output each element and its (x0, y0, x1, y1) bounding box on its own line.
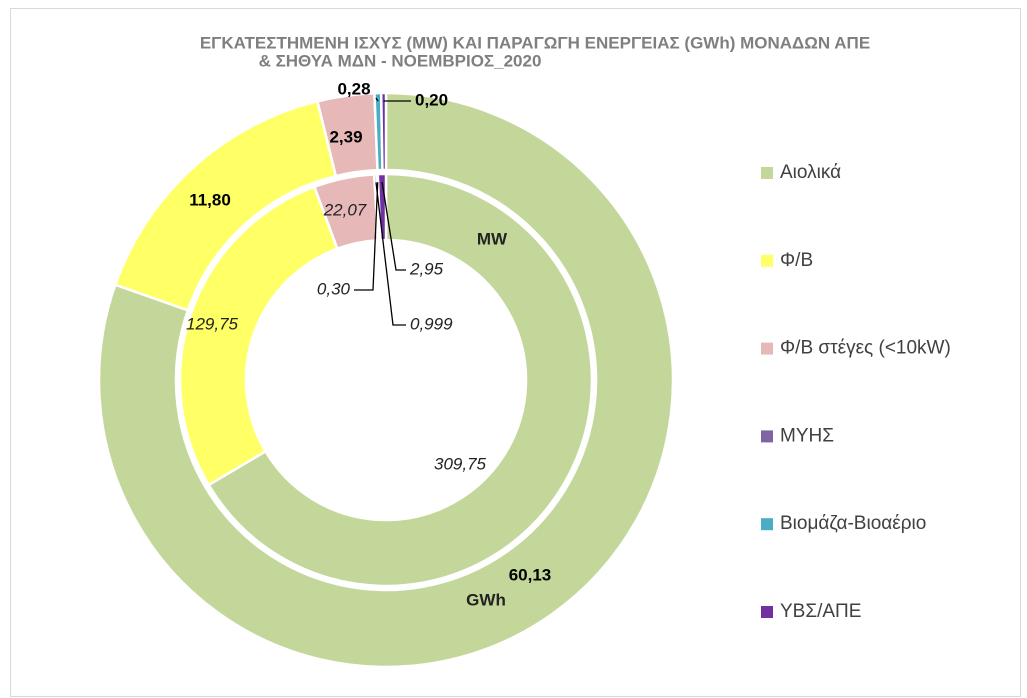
data-label: 22,07 (323, 200, 367, 219)
leader-line (381, 181, 406, 271)
data-label: 2,39 (329, 127, 362, 146)
legend-label: ΜΥΗΣ (780, 425, 834, 446)
series-label: GWh (466, 590, 506, 609)
data-label: 0,30 (317, 279, 351, 298)
data-label: 60,13 (509, 565, 552, 584)
slice (207, 172, 594, 588)
slice (97, 91, 675, 669)
data-label: 309,75 (434, 454, 487, 473)
data-label: 2,95 (409, 259, 444, 278)
slice (379, 91, 388, 172)
series-label: MW (477, 229, 508, 248)
data-label: 0,999 (410, 314, 453, 333)
slice (178, 185, 339, 487)
legend-swatch (761, 254, 773, 267)
leader-line (354, 182, 379, 291)
legend-swatch (761, 518, 773, 531)
chart-title: ΕΓΚΑΤΕΣΤΗΜΕΝΗ ΙΣΧΥΣ (MW) ΚΑΙ ΠΑΡΑΓΩΓΗ ΕΝ… (200, 33, 870, 52)
legend-label: Φ/Β (780, 250, 813, 271)
legend-label: Βιομάζα-Βιοαέριο (780, 513, 926, 534)
legend-swatch (761, 167, 773, 179)
legend-label: ΥΒΣ/ΑΠΕ (780, 601, 861, 622)
leader-line (375, 97, 379, 102)
legend-label: Φ/Β στέγες (<10kW) (780, 338, 951, 359)
legend-swatch (761, 342, 773, 355)
legend-swatch (761, 430, 773, 443)
chart-title: & ΣΗΘΥΑ ΜΔΝ - ΝΟΕΜΒΡΙΟΣ_2020 (259, 51, 542, 70)
leader-line (375, 182, 406, 326)
data-label: 129,75 (186, 314, 239, 333)
data-label: 11,80 (189, 190, 231, 209)
data-label: 0,20 (415, 90, 448, 109)
data-label: 0,28 (337, 79, 370, 98)
legend-label: Αιολικά (780, 162, 841, 183)
legend-swatch (761, 606, 773, 618)
